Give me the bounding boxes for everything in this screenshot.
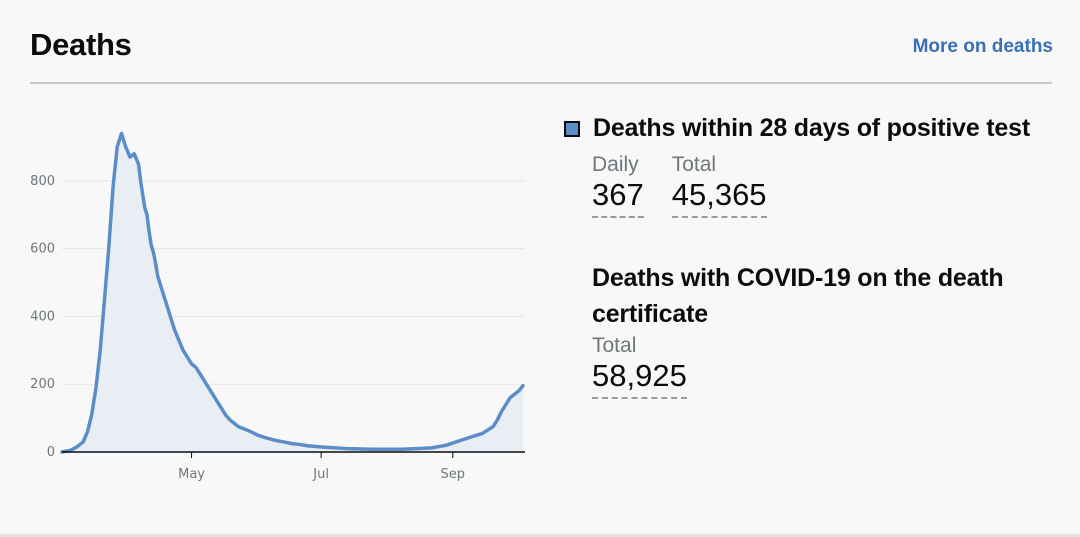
daily-label: Daily bbox=[592, 153, 639, 176]
daily-value[interactable]: 367 bbox=[592, 177, 644, 218]
card-title: Deaths bbox=[30, 27, 132, 62]
more-on-deaths-link[interactable]: More on deaths bbox=[912, 36, 1053, 57]
within-28-days-heading: Deaths within 28 days of positive test bbox=[564, 114, 1030, 143]
total-value-block: Total 45,365 bbox=[671, 143, 767, 218]
series-line bbox=[60, 131, 525, 454]
total-value[interactable]: 45,365 bbox=[671, 177, 767, 218]
y-tick-label: 400 bbox=[30, 309, 55, 324]
header-divider bbox=[30, 82, 1052, 84]
death-certificate-values: Total 58,925 bbox=[592, 332, 1062, 399]
certificate-total-value[interactable]: 58,925 bbox=[592, 358, 687, 399]
y-tick-label: 600 bbox=[30, 242, 55, 257]
x-tick-label: Jul bbox=[312, 467, 329, 482]
bottom-rule bbox=[0, 534, 1080, 537]
within-28-days-heading-text: Deaths within 28 days of positive test bbox=[593, 114, 1030, 142]
x-tick-label: Sep bbox=[441, 467, 466, 482]
certificate-total-block: Total 58,925 bbox=[592, 332, 687, 399]
y-tick-label: 800 bbox=[30, 174, 55, 189]
deaths-area-chart: 0 200 400 600 800 May Jul Sep bbox=[30, 131, 525, 482]
death-certificate-metric: Deaths with COVID-19 on the death certif… bbox=[564, 260, 1062, 399]
series-area bbox=[62, 133, 523, 452]
daily-value-block: Daily 367 bbox=[592, 143, 644, 218]
x-tick-label: May bbox=[178, 467, 205, 482]
within-28-days-metric: Deaths within 28 days of positive test D… bbox=[564, 114, 1030, 218]
legend-swatch-icon bbox=[564, 120, 580, 137]
y-tick-label: 0 bbox=[47, 445, 55, 460]
within-28-days-values: Daily 367 Total 45,365 bbox=[592, 143, 1030, 218]
axis-layer: 0 200 400 600 800 May Jul Sep bbox=[30, 174, 525, 482]
y-tick-label: 200 bbox=[30, 377, 55, 392]
death-certificate-heading: Deaths with COVID-19 on the death certif… bbox=[592, 264, 1004, 328]
total-label: Total bbox=[671, 153, 717, 176]
certificate-total-label: Total bbox=[592, 334, 637, 357]
area-layer bbox=[60, 131, 525, 454]
